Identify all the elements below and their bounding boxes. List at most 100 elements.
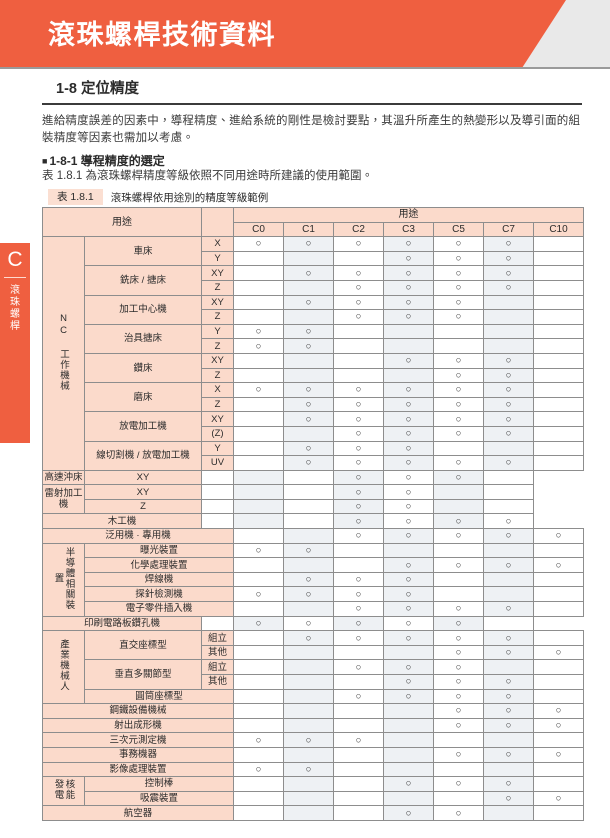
- circle-mark-icon: ○: [305, 763, 312, 775]
- grade-cell: [333, 323, 384, 340]
- grade-cell: ○: [383, 557, 434, 573]
- circle-mark-icon: ○: [255, 326, 262, 338]
- grade-cell: [383, 732, 434, 748]
- subsection-heading: ■ 1-8-1 導程精度的選定: [42, 152, 165, 169]
- circle-mark-icon: ○: [405, 661, 412, 673]
- circle-mark-icon: ○: [505, 793, 512, 805]
- circle-mark-icon: ○: [455, 720, 462, 732]
- circle-mark-icon: ○: [405, 559, 412, 571]
- circle-mark-icon: ○: [305, 632, 312, 644]
- grade-cell: [233, 805, 284, 821]
- grade-cell: [533, 265, 584, 281]
- grade-cell: [383, 703, 434, 719]
- grade-cell: [483, 542, 534, 559]
- grade-cell: [233, 469, 284, 486]
- grade-cell: ○: [433, 250, 484, 267]
- grade-cell: [533, 805, 584, 821]
- row-name-label: 加工中心機: [84, 294, 202, 325]
- circle-mark-icon: ○: [505, 530, 512, 542]
- circle-mark-icon: ○: [405, 807, 412, 819]
- grade-cell: ○: [283, 586, 334, 603]
- grade-cell: ○: [333, 630, 384, 646]
- row-group-label: 核能發電: [42, 776, 85, 807]
- grade-cell: ○: [383, 601, 434, 617]
- table-body: NC 工作機械 車床 X ○ ○ ○ ○ ○ ○ Y ○ ○ ○ 銑床 / 搪床 XY ○ ○ ○ ○ ○ Z ○ ○ ○ ○ 加…: [42, 236, 584, 821]
- grade-cell: [383, 644, 434, 661]
- intro-paragraph: 進給精度誤差的因素中，導程精度、進給系統的剛性是檢討要點，其溫升所產生的熱變形以…: [42, 115, 581, 144]
- circle-mark-icon: ○: [355, 515, 362, 527]
- grade-cell: ○: [433, 469, 484, 486]
- circle-mark-icon: ○: [455, 559, 462, 571]
- circle-mark-icon: ○: [505, 705, 512, 717]
- grade-cell: [283, 674, 334, 690]
- circle-mark-icon: ○: [455, 253, 462, 265]
- grade-cell: ○: [283, 455, 334, 471]
- circle-mark-icon: ○: [355, 501, 362, 513]
- grade-cell: [233, 250, 284, 267]
- grade-cell: ○: [433, 644, 484, 661]
- header-grade-c10: C10: [533, 221, 584, 238]
- circle-mark-icon: ○: [505, 676, 512, 688]
- grade-cell: ○: [533, 717, 584, 734]
- row-name-label: 鑽床: [84, 352, 202, 384]
- banner-orange-shape: [0, 0, 566, 68]
- grade-cell: [533, 659, 584, 675]
- grade-cell: [533, 455, 584, 471]
- chapter-side-tab[interactable]: C 滾珠螺桿: [0, 243, 30, 443]
- circle-mark-icon: ○: [405, 530, 412, 542]
- circle-mark-icon: ○: [355, 588, 362, 600]
- grade-cell: ○: [283, 440, 334, 457]
- circle-mark-icon: ○: [355, 603, 362, 615]
- circle-mark-icon: ○: [405, 442, 412, 454]
- chapter-label-char: 桿: [10, 321, 20, 332]
- grade-cell: [283, 790, 334, 807]
- grade-cell: ○: [483, 688, 534, 705]
- grade-cell: ○: [483, 528, 534, 544]
- grade-cell: ○: [383, 382, 434, 398]
- grade-cell: ○: [333, 659, 384, 675]
- grade-cell: [533, 542, 584, 559]
- header-grade-c0: C0: [233, 221, 284, 238]
- circle-mark-icon: ○: [455, 515, 462, 527]
- grade-cell: [233, 557, 284, 573]
- grade-cell: ○: [333, 294, 384, 311]
- circle-mark-icon: ○: [305, 734, 312, 746]
- table-row: 線切割機 / 放電加工機 Y ○ ○ ○: [43, 440, 584, 471]
- circle-mark-icon: ○: [405, 471, 412, 483]
- grade-cell: ○: [383, 352, 434, 369]
- header-grade-c1: C1: [283, 221, 334, 238]
- grade-cell: ○: [333, 586, 384, 603]
- grade-cell: [533, 367, 584, 384]
- circle-mark-icon: ○: [455, 282, 462, 294]
- row-axis-label: XY: [201, 265, 234, 281]
- table-header-row-2: C0 C1 C2 C3 C5 C7 C10: [43, 221, 584, 238]
- grade-cell: [533, 586, 584, 603]
- grade-cell: [233, 352, 284, 369]
- grade-cell: ○: [333, 528, 384, 544]
- circle-mark-icon: ○: [505, 413, 512, 425]
- circle-mark-icon: ○: [355, 399, 362, 411]
- grade-cell: ○: [433, 279, 484, 296]
- row-name-label: 吸震裝置: [84, 790, 234, 807]
- circle-mark-icon: ○: [305, 544, 312, 556]
- grade-cell: [533, 630, 584, 646]
- circle-mark-icon: ○: [405, 311, 412, 323]
- circle-mark-icon: ○: [505, 355, 512, 367]
- circle-mark-icon: ○: [355, 471, 362, 483]
- grade-cell: [233, 659, 284, 675]
- grade-cell: ○: [333, 688, 384, 705]
- grade-cell: [383, 790, 434, 807]
- grade-cell: ○: [333, 498, 384, 515]
- grade-cell: [283, 717, 334, 734]
- table-row: 鑽床 XY ○ ○ ○: [43, 352, 584, 384]
- grade-cell: [433, 498, 484, 515]
- grade-cell: ○: [483, 630, 534, 646]
- table-row: 雷射加工機 XY ○ ○: [42, 484, 584, 515]
- grade-cell: [283, 659, 334, 675]
- grade-cell: [483, 805, 534, 821]
- header-usage-right: 用途: [233, 207, 584, 223]
- grade-cell: [533, 323, 584, 340]
- circle-mark-icon: ○: [355, 384, 362, 396]
- grade-cell: ○: [433, 294, 484, 311]
- grade-cell: [283, 601, 334, 617]
